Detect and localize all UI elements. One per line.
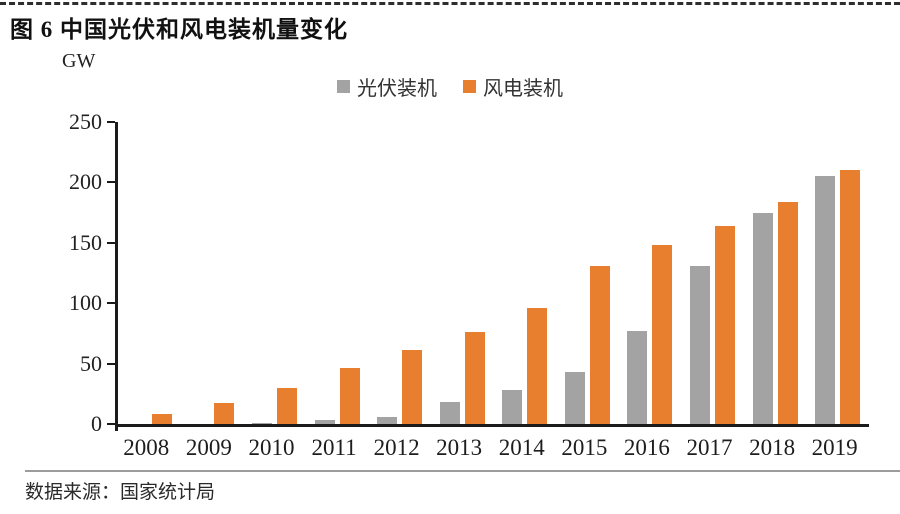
y-tick-label-250: 250	[69, 109, 102, 134]
data-source-note: 数据来源：国家统计局	[25, 482, 216, 503]
chart-legend: 光伏装机 风电装机	[0, 72, 900, 101]
bar-wind-2017	[714, 225, 735, 424]
figure-title: 图 6 中国光伏和风电装机量变化	[10, 17, 348, 42]
bar-wind-2018	[777, 201, 798, 424]
bar-group-2009	[181, 122, 244, 424]
y-tick-label-200: 200	[69, 169, 102, 195]
x-tick-label-2013: 2013	[436, 435, 483, 460]
source-divider	[25, 470, 900, 472]
x-tick-label-2012: 2012	[373, 435, 420, 460]
y-tick-mark-50	[107, 362, 115, 365]
bar-group-2013	[431, 122, 494, 424]
y-tick-mark-200	[107, 181, 115, 184]
legend-item-pv: 光伏装机	[337, 72, 437, 101]
bar-pv-2017	[689, 265, 710, 424]
legend-item-wind: 风电装机	[463, 72, 563, 101]
y-tick-mark-250	[107, 121, 115, 123]
y-tick-label-50: 50	[80, 350, 102, 376]
bar-group-2016	[619, 122, 682, 424]
bar-wind-2012	[402, 350, 423, 424]
bar-pv-2019	[815, 176, 836, 424]
bar-wind-2019	[840, 170, 861, 424]
x-tick-label-2015: 2015	[561, 435, 608, 460]
y-tick-mark-100	[107, 302, 115, 305]
bar-pv-2010	[251, 422, 272, 424]
bar-group-2015	[556, 122, 619, 424]
bar-group-2008	[118, 122, 181, 424]
bar-pv-2015	[564, 372, 585, 424]
y-tick-mark-0	[107, 423, 115, 425]
x-tick-label-2019: 2019	[811, 435, 858, 460]
bar-wind-2008	[151, 414, 172, 424]
bar-wind-2016	[652, 245, 673, 424]
bar-pv-2011	[314, 420, 335, 424]
x-tick-label-2017: 2017	[686, 435, 733, 460]
x-tick-label-2008: 2008	[123, 435, 170, 460]
top-dashed-divider	[0, 2, 900, 5]
y-tick-label-100: 100	[69, 290, 102, 316]
x-tick-label-2016: 2016	[623, 435, 670, 460]
y-axis-zero-tick	[115, 425, 118, 431]
x-tick-label-2010: 2010	[248, 435, 295, 460]
x-tick-label-2009: 2009	[185, 435, 232, 460]
plot-area	[115, 122, 869, 427]
bar-pv-2013	[439, 402, 460, 424]
bar-group-2011	[306, 122, 369, 424]
y-axis-unit-label: GW	[62, 50, 96, 72]
bar-wind-2014	[527, 308, 548, 424]
bar-pv-2012	[377, 416, 398, 424]
bar-group-2017	[681, 122, 744, 424]
x-axis-labels: 2008 2009 2010 2011 2012 2013 2014 2015 2016 2017…	[115, 435, 866, 461]
y-tick-label-0: 0	[91, 411, 102, 436]
bar-group-2014	[493, 122, 556, 424]
bar-wind-2013	[464, 332, 485, 424]
pv-legend-swatch-icon	[337, 80, 350, 93]
bar-group-2010	[243, 122, 306, 424]
x-tick-label-2011: 2011	[311, 435, 357, 460]
y-tick-mark-150	[107, 241, 115, 244]
y-tick-label-150: 150	[69, 229, 102, 255]
bar-group-2012	[368, 122, 431, 424]
bar-wind-2010	[276, 387, 297, 424]
bar-pv-2014	[502, 390, 523, 424]
bar-pv-2018	[752, 212, 773, 424]
bar-wind-2011	[339, 368, 360, 424]
wind-legend-label: 风电装机	[483, 78, 563, 100]
bar-pv-2016	[627, 330, 648, 424]
bar-wind-2015	[589, 265, 610, 424]
bar-wind-2009	[214, 403, 235, 424]
wind-legend-swatch-icon	[463, 80, 476, 93]
x-tick-label-2014: 2014	[498, 435, 545, 460]
bar-group-2019	[806, 122, 869, 424]
bar-group-2018	[744, 122, 807, 424]
x-tick-label-2018: 2018	[749, 435, 796, 460]
pv-legend-label: 光伏装机	[357, 78, 437, 100]
